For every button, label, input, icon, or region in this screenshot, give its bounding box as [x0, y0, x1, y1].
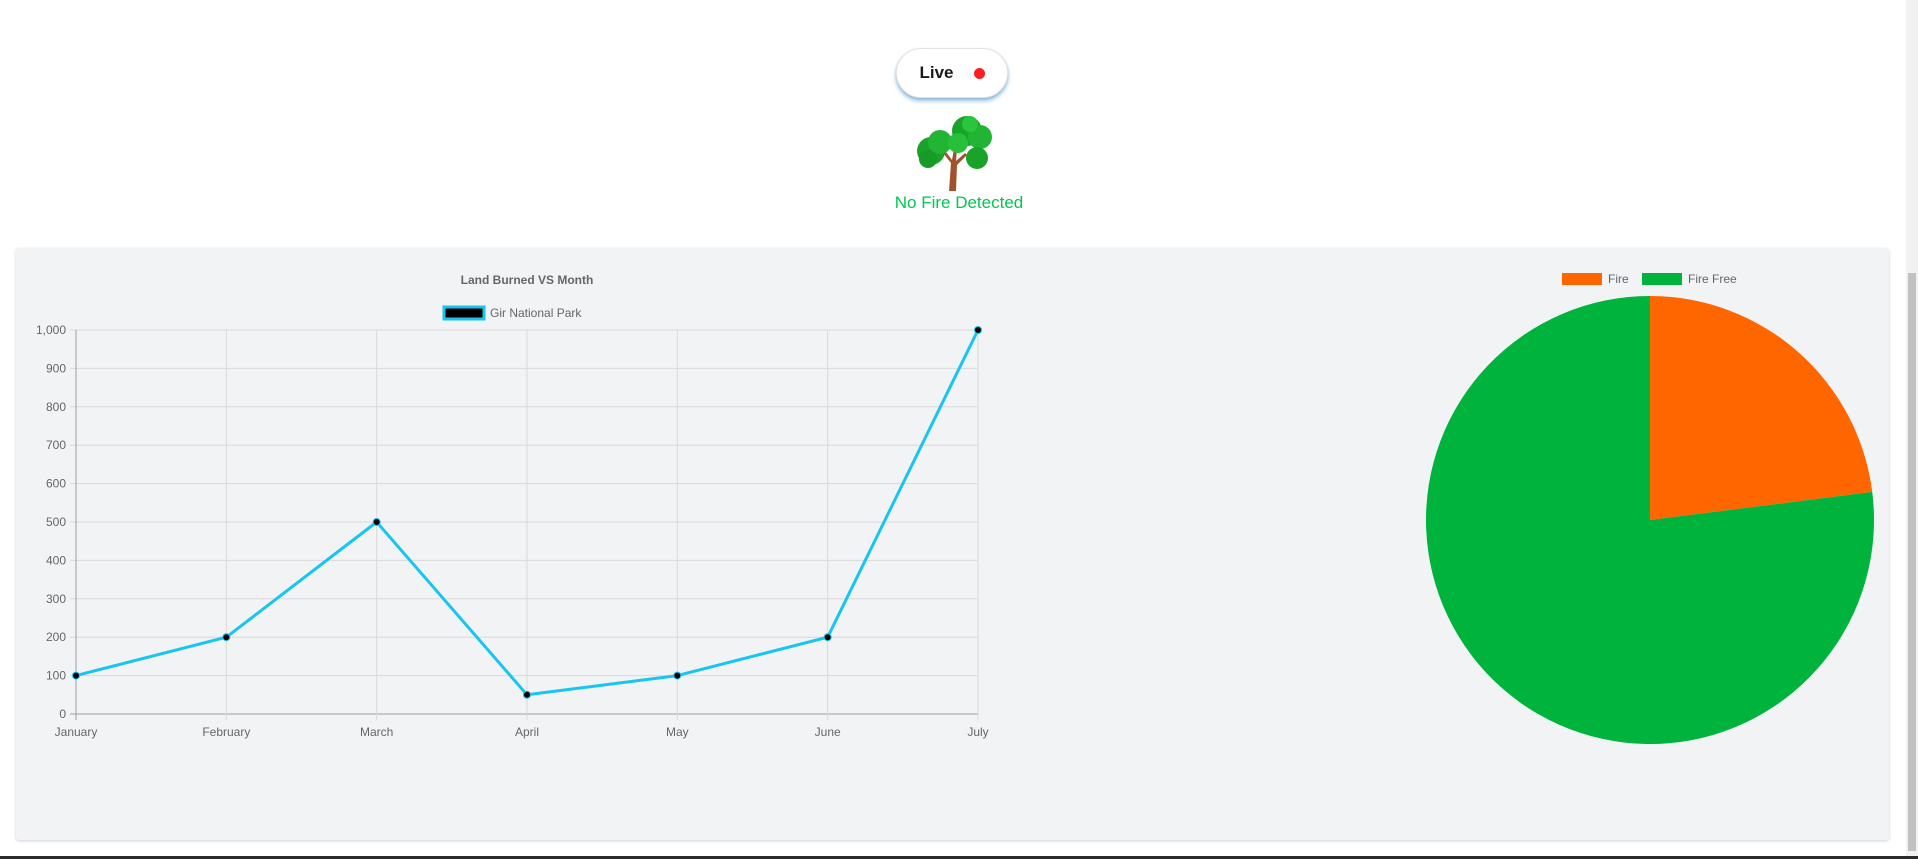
bottom-divider [0, 856, 1918, 859]
data-point [72, 671, 80, 680]
pie-slice [1426, 296, 1874, 744]
line-chart-title: Land Burned VS Month [461, 273, 594, 287]
data-point [974, 326, 982, 334]
y-tick-label: 900 [46, 361, 66, 375]
live-indicator-dot-icon [973, 67, 985, 79]
x-tick-label: February [202, 725, 250, 739]
x-tick-label: March [360, 725, 393, 739]
data-point [222, 633, 231, 642]
pie-slice [1650, 296, 1873, 520]
legend-swatch [442, 305, 486, 321]
line-chart: Land Burned VS Month Gir National Park 0 10… [36, 273, 989, 739]
data-point [523, 690, 531, 699]
page-scrollbar[interactable] [1906, 0, 1918, 859]
live-button[interactable]: Live [896, 48, 1008, 98]
charts-panel: Land Burned VS Month Gir National Park 0 10… [16, 248, 1889, 840]
y-tick-label: 500 [46, 515, 66, 529]
y-tick-label: 800 [46, 400, 66, 414]
data-point [372, 518, 381, 526]
scrollbar-thumb[interactable] [1908, 273, 1916, 851]
y-tick-label: 700 [46, 438, 66, 452]
data-point [673, 671, 682, 680]
x-tick-label: January [55, 725, 98, 739]
y-tick-label: 300 [46, 592, 66, 606]
pie-legend-label: Fire [1608, 272, 1629, 286]
x-tick-label: April [515, 725, 539, 739]
y-tick-label: 100 [46, 669, 66, 683]
pie-chart: Fire Fire Free [1426, 272, 1874, 744]
y-tick-label: 0 [59, 707, 66, 721]
y-tick-label: 200 [46, 630, 66, 644]
pie-legend-swatch [1642, 273, 1682, 285]
y-tick-label: 600 [46, 477, 66, 491]
y-tick-label: 400 [46, 553, 66, 567]
data-point [823, 633, 832, 642]
fire-status-text: No Fire Detected [894, 193, 1024, 212]
pie-legend-swatch [1562, 273, 1602, 285]
x-tick-label: June [815, 725, 841, 739]
live-label: Live [919, 63, 954, 82]
legend-label: Gir National Park [490, 306, 582, 320]
pie-legend-label: Fire Free [1688, 272, 1737, 286]
y-tick-label: 1,000 [36, 323, 66, 337]
tree-icon [917, 116, 992, 191]
x-tick-label: May [666, 725, 689, 739]
x-tick-label: July [967, 725, 988, 739]
